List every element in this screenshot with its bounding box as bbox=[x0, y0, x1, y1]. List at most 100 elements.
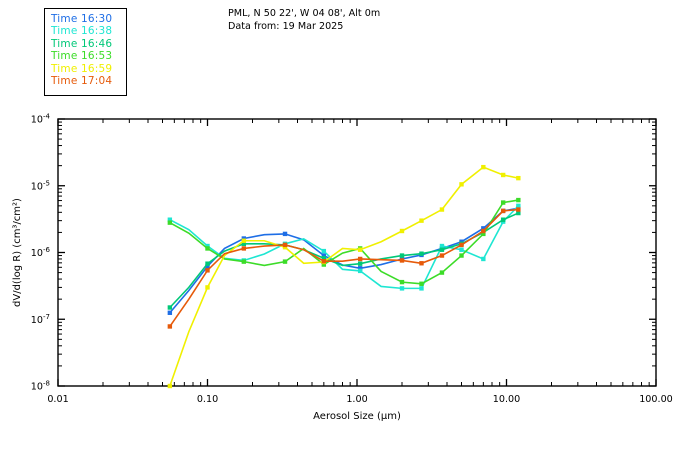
data-point bbox=[481, 164, 486, 170]
data-point bbox=[399, 258, 405, 263]
legend-entry-0: Time 16:30 bbox=[51, 13, 126, 25]
data-point bbox=[439, 253, 445, 258]
data-point bbox=[500, 200, 506, 205]
data-point bbox=[167, 324, 173, 329]
data-point bbox=[500, 217, 506, 222]
chart-subtitle: Data from: 19 Mar 2025 bbox=[228, 21, 344, 32]
data-point bbox=[167, 305, 173, 310]
legend-label-2: Time 16:46 bbox=[51, 37, 113, 50]
data-point bbox=[481, 231, 486, 237]
legend: Time 16:30 Time 16:38 Time 16:46 Time 16… bbox=[44, 8, 127, 96]
y-tick-label: 10-5 bbox=[31, 179, 50, 192]
data-point bbox=[439, 243, 445, 249]
data-point bbox=[321, 262, 327, 267]
plot-frame bbox=[57, 118, 657, 387]
y-tick-label: 10-7 bbox=[31, 313, 50, 326]
data-point bbox=[167, 310, 173, 315]
y-axis-label: dV/d(log R) (cm³/cm²) bbox=[12, 198, 23, 307]
data-point bbox=[459, 242, 464, 248]
data-point bbox=[357, 268, 363, 274]
data-point bbox=[241, 236, 247, 241]
chart-title-block: PML, N 50 22', W 04 08', Alt 0m Data fro… bbox=[228, 7, 488, 33]
data-point bbox=[321, 248, 327, 254]
legend-entry-1: Time 16:38 bbox=[51, 25, 126, 37]
data-point bbox=[459, 247, 464, 252]
data-point bbox=[399, 286, 405, 291]
data-point bbox=[357, 256, 363, 262]
x-tick-label: 10.00 bbox=[493, 394, 520, 405]
data-point bbox=[205, 243, 210, 249]
x-tick-label: 100.00 bbox=[639, 394, 673, 405]
legend-entry-3: Time 16:53 bbox=[51, 50, 126, 62]
data-point bbox=[459, 182, 464, 187]
data-point bbox=[500, 172, 506, 178]
legend-label-5: Time 17:04 bbox=[51, 75, 113, 88]
data-point bbox=[419, 218, 424, 223]
y-tick-label: 10-4 bbox=[31, 113, 51, 126]
data-point bbox=[481, 226, 486, 231]
data-point bbox=[282, 259, 288, 264]
series-line bbox=[169, 205, 519, 290]
legend-label-1: Time 16:38 bbox=[51, 25, 113, 38]
legend-label-0: Time 16:30 bbox=[51, 13, 113, 25]
data-point bbox=[241, 238, 247, 243]
data-point bbox=[205, 285, 210, 290]
data-point bbox=[241, 241, 247, 246]
series-line bbox=[169, 208, 519, 327]
series-line bbox=[169, 166, 519, 387]
data-point bbox=[399, 253, 405, 258]
data-point bbox=[439, 247, 445, 252]
data-point bbox=[321, 256, 327, 261]
data-point bbox=[357, 261, 363, 266]
data-point bbox=[516, 197, 521, 203]
y-tick-label: 10-6 bbox=[31, 246, 51, 259]
legend-entry-5: Time 17:04 bbox=[51, 75, 126, 87]
data-point bbox=[399, 228, 405, 234]
data-point bbox=[205, 261, 210, 266]
series-5 bbox=[167, 207, 521, 329]
data-point bbox=[419, 261, 424, 266]
y-tick-label: 10-8 bbox=[31, 380, 50, 393]
data-point bbox=[419, 281, 424, 286]
data-point bbox=[481, 228, 486, 234]
data-point bbox=[516, 210, 521, 216]
data-point bbox=[419, 286, 424, 291]
data-point bbox=[205, 268, 210, 273]
data-point bbox=[167, 220, 173, 225]
data-point bbox=[439, 207, 445, 212]
series-1 bbox=[167, 203, 521, 291]
data-point bbox=[241, 246, 247, 251]
data-point bbox=[282, 245, 288, 250]
data-point bbox=[516, 203, 521, 209]
x-tick-label: 1.00 bbox=[346, 394, 367, 405]
data-point bbox=[205, 246, 210, 251]
legend-label-3: Time 16:53 bbox=[51, 50, 113, 63]
data-point bbox=[481, 256, 486, 262]
x-tick-label: 0.10 bbox=[197, 394, 218, 405]
data-point bbox=[167, 383, 173, 389]
data-point bbox=[459, 253, 464, 258]
x-tick-label: 0.01 bbox=[47, 394, 68, 405]
legend-entry-2: Time 16:46 bbox=[51, 38, 126, 50]
series-4 bbox=[167, 164, 521, 389]
data-point bbox=[241, 259, 247, 264]
legend-label-4: Time 16:59 bbox=[51, 62, 113, 75]
data-point bbox=[321, 253, 327, 258]
chart-title: PML, N 50 22', W 04 08', Alt 0m bbox=[228, 8, 381, 19]
data-point bbox=[205, 264, 210, 269]
data-point bbox=[500, 208, 506, 214]
data-point bbox=[419, 251, 424, 256]
data-point bbox=[282, 231, 288, 237]
legend-entry-4: Time 16:59 bbox=[51, 63, 126, 75]
x-axis-label: Aerosol Size (μm) bbox=[313, 411, 401, 422]
data-point bbox=[282, 242, 288, 248]
data-point bbox=[516, 207, 521, 212]
data-point bbox=[357, 266, 363, 271]
data-point bbox=[516, 175, 521, 181]
data-point bbox=[399, 279, 405, 285]
data-point bbox=[167, 217, 173, 222]
data-point bbox=[357, 247, 363, 252]
data-point bbox=[321, 259, 327, 264]
